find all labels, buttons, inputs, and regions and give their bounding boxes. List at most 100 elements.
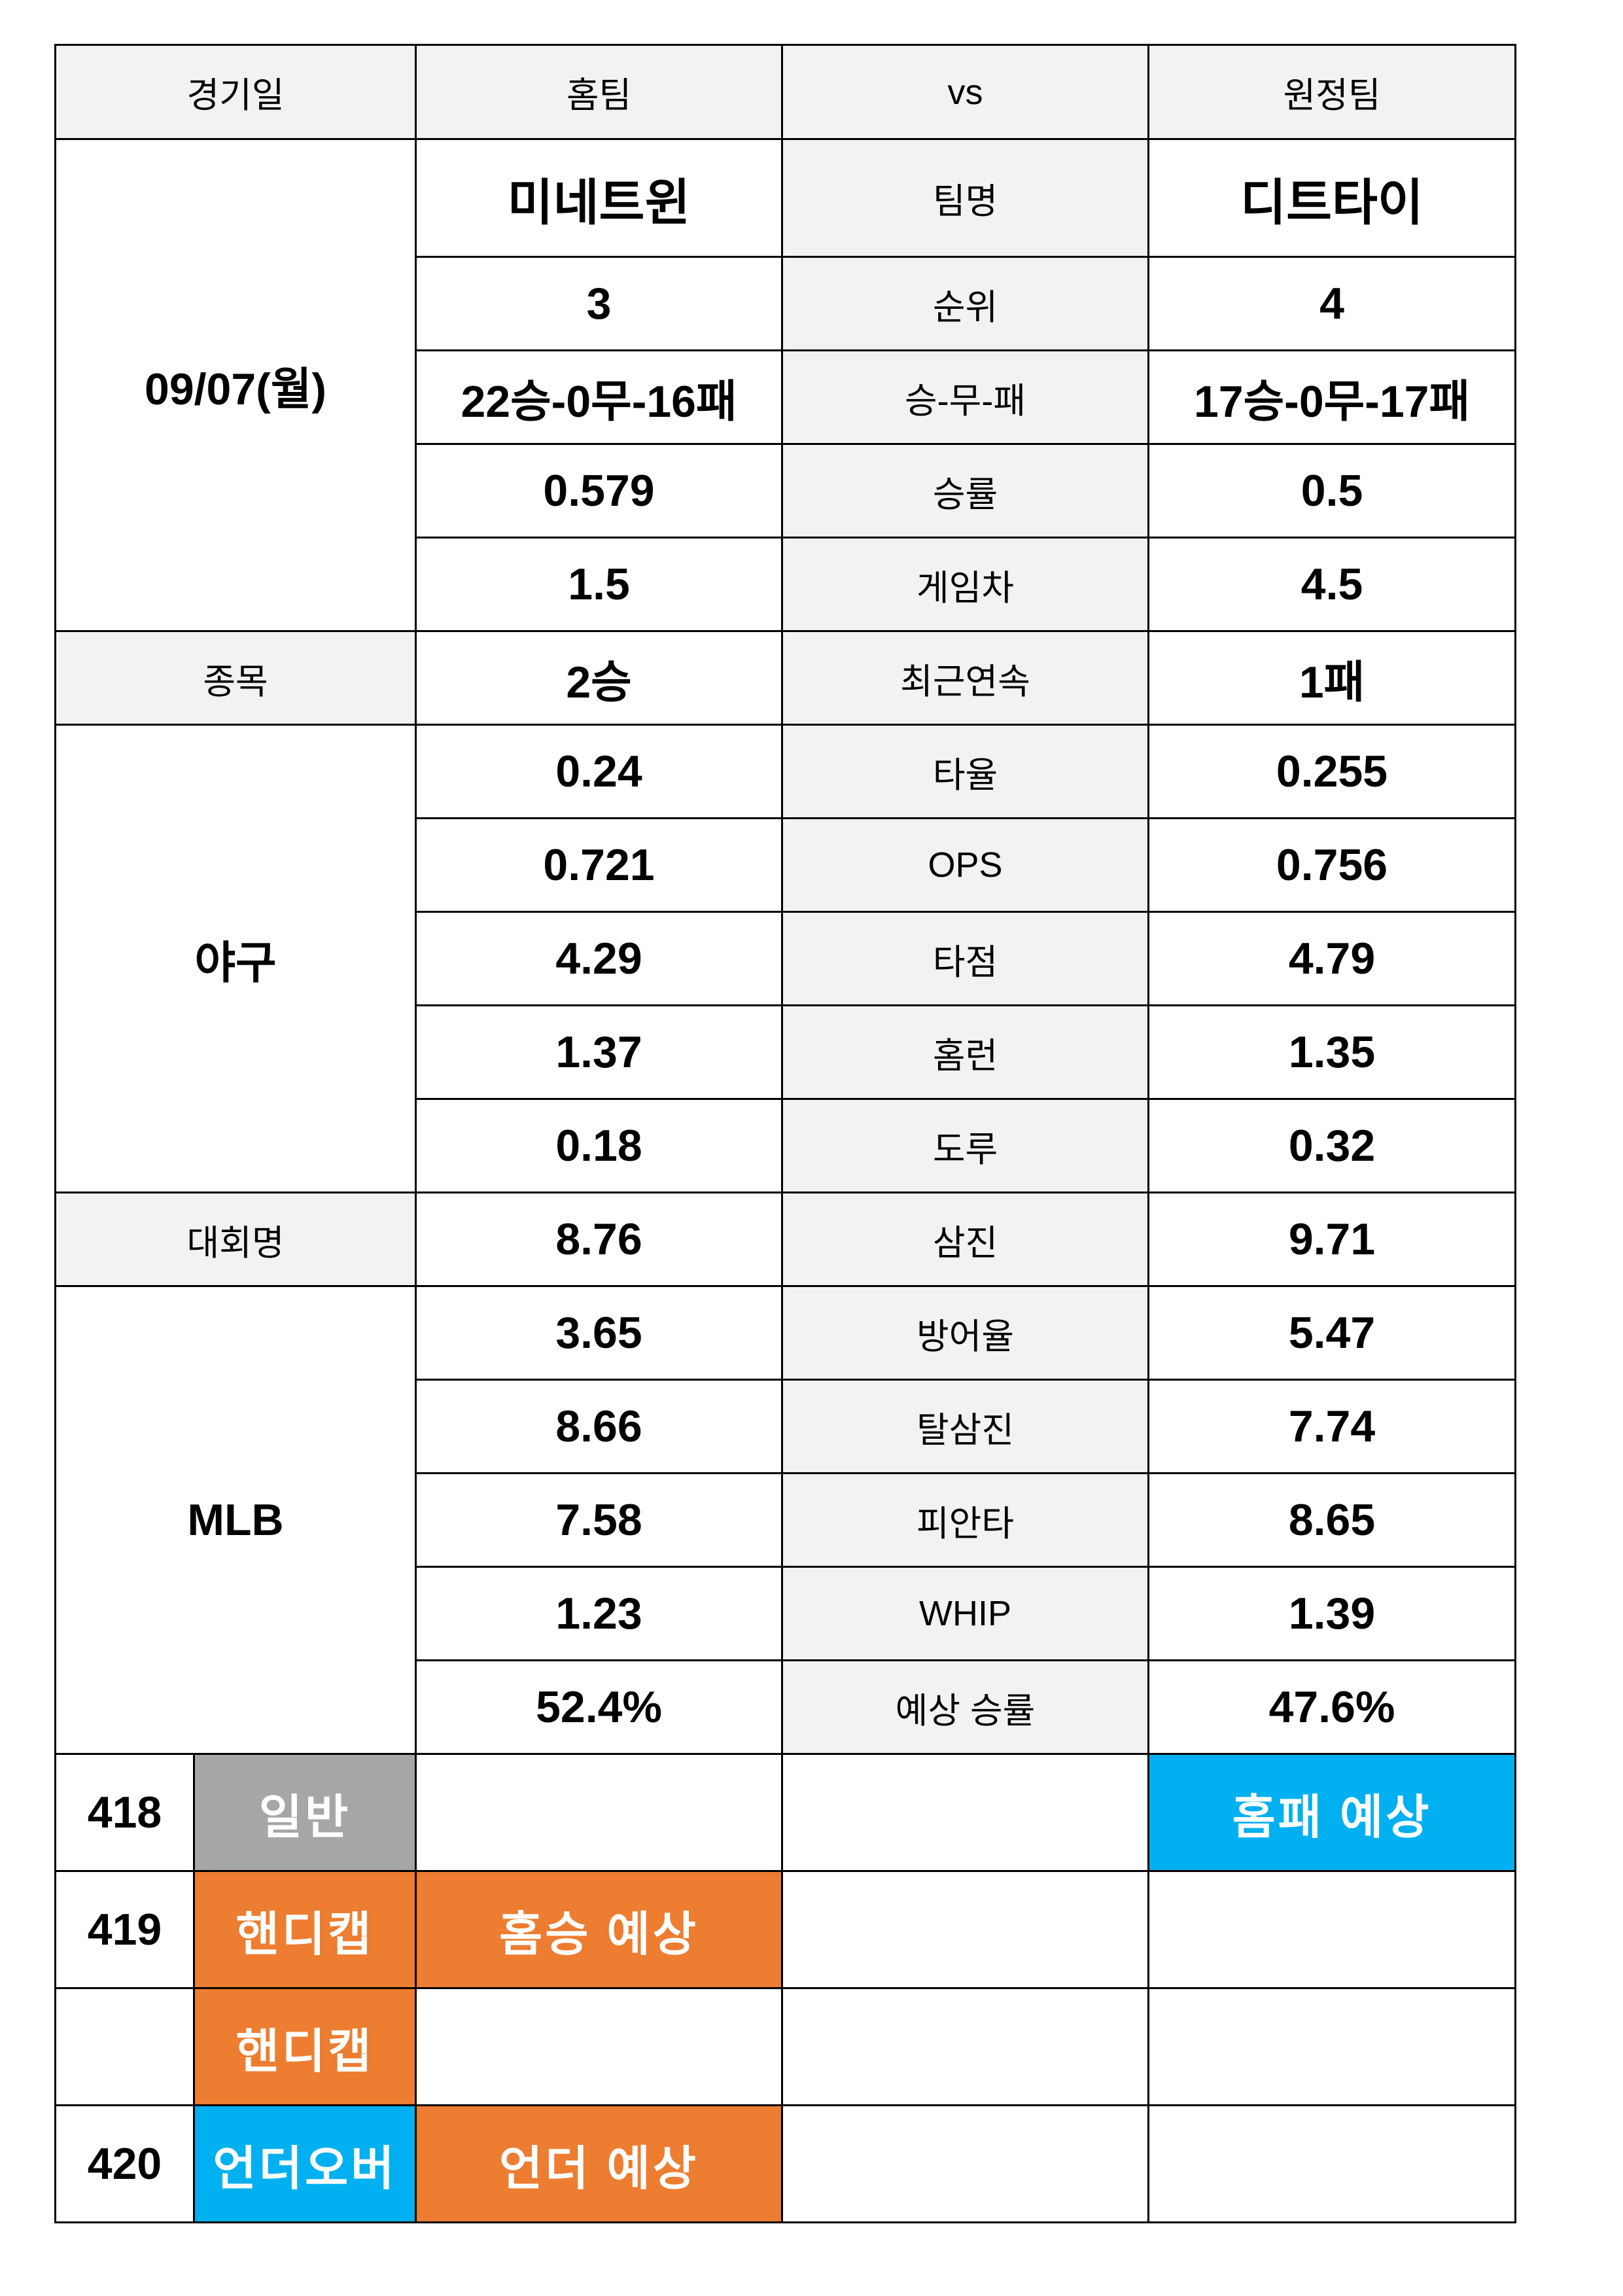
document: 경기일 홈팀 vs 원정팀 09/07(월) 미네트윈 팀명 디트타이 3 순위 4 22승-0무-1… <box>54 44 1517 2223</box>
table-row: 419 핸디캡 홈승 예상 <box>54 1870 1517 1989</box>
home-pick <box>415 1987 784 2106</box>
table-row: 0.721 OPS 0.756 <box>56 817 1517 913</box>
away-value: 4.5 <box>1147 537 1517 632</box>
label-cell: 종목 <box>54 630 417 726</box>
away-value: 1.39 <box>1147 1566 1517 1661</box>
stat-label: 방어율 <box>781 1285 1150 1381</box>
header-cell: 원정팀 <box>1147 44 1517 140</box>
bet-type: 핸디캡 <box>192 1987 417 2106</box>
away-value: 5.47 <box>1147 1285 1517 1381</box>
home-value: 미네트윈 <box>415 138 784 258</box>
table-row: 420 언더오버 언더 예상 <box>54 2104 1517 2223</box>
league-cell: MLB <box>54 1285 417 1755</box>
away-pick: 홈패 예상 <box>1147 1753 1517 1872</box>
stat-label: 타점 <box>781 911 1150 1006</box>
match-table: 경기일 홈팀 vs 원정팀 09/07(월) 미네트윈 팀명 디트타이 3 순위 4 22승-0무-1… <box>54 44 1517 2223</box>
home-value: 0.24 <box>415 724 784 819</box>
away-value: 1.35 <box>1147 1004 1517 1100</box>
table-row: 7.58 피안타 8.65 <box>56 1472 1517 1568</box>
away-value: 9.71 <box>1147 1192 1517 1287</box>
home-value: 8.66 <box>415 1379 784 1474</box>
home-value: 4.29 <box>415 911 784 1006</box>
home-value: 3.65 <box>415 1285 784 1381</box>
home-value: 8.76 <box>415 1192 784 1287</box>
bet-type: 일반 <box>192 1753 417 1872</box>
stat-label: WHIP <box>781 1566 1150 1661</box>
table-row: 핸디캡 <box>54 1987 1517 2106</box>
home-value: 7.58 <box>415 1472 784 1568</box>
table-row: 22승-0무-16패 승-무-패 17승-0무-17패 <box>56 349 1517 445</box>
home-pick: 언더 예상 <box>415 2104 784 2223</box>
home-value: 22승-0무-16패 <box>415 349 784 445</box>
away-value: 0.32 <box>1147 1098 1517 1193</box>
header-cell: 홈팀 <box>415 44 784 140</box>
home-value: 0.18 <box>415 1098 784 1193</box>
home-pick: 홈승 예상 <box>415 1870 784 1989</box>
stat-label: 타율 <box>781 724 1150 819</box>
stat-label: 승-무-패 <box>781 349 1150 445</box>
draw-pick <box>781 2104 1150 2223</box>
away-value: 8.65 <box>1147 1472 1517 1568</box>
stat-label: 홈런 <box>781 1004 1150 1100</box>
home-value: 1.5 <box>415 537 784 632</box>
table-row: 8.66 탈삼진 7.74 <box>56 1379 1517 1474</box>
away-pick <box>1147 1870 1517 1989</box>
table-row: 종목 2승 최근연속 1패 <box>54 630 1517 726</box>
header-cell: vs <box>781 44 1150 140</box>
table-row: MLB 3.65 방어율 5.47 <box>54 1285 1517 1755</box>
table-row: 경기일 홈팀 vs 원정팀 <box>54 44 1517 140</box>
table-row: 대회명 8.76 삼진 9.71 <box>54 1192 1517 1287</box>
table-row: 1.23 WHIP 1.39 <box>56 1566 1517 1661</box>
game-number <box>54 1987 195 2106</box>
table-row: 418 일반 홈패 예상 <box>54 1753 1517 1872</box>
home-value: 0.579 <box>415 443 784 539</box>
home-pick <box>415 1753 784 1872</box>
table-row: 09/07(월) 미네트윈 팀명 디트타이 <box>54 138 1517 632</box>
stat-label: 승률 <box>781 443 1150 539</box>
stat-label: 도루 <box>781 1098 1150 1193</box>
bet-type: 언더오버 <box>192 2104 417 2223</box>
table-row: 야구 0.24 타율 0.255 <box>54 724 1517 1193</box>
table-row: 1.37 홈런 1.35 <box>56 1004 1517 1100</box>
away-value: 0.756 <box>1147 817 1517 913</box>
stat-label: 삼진 <box>781 1192 1150 1287</box>
stat-label: 탈삼진 <box>781 1379 1150 1474</box>
stat-label: 예상 승률 <box>781 1659 1150 1755</box>
home-value: 1.23 <box>415 1566 784 1661</box>
table-row: 3 순위 4 <box>56 256 1517 351</box>
draw-pick <box>781 1753 1150 1872</box>
label-cell: 대회명 <box>54 1192 417 1287</box>
sport-cell: 야구 <box>54 724 417 1193</box>
away-value: 디트타이 <box>1147 138 1517 258</box>
away-value: 4.79 <box>1147 911 1517 1006</box>
stat-label: 순위 <box>781 256 1150 351</box>
home-value: 0.721 <box>415 817 784 913</box>
home-value: 3 <box>415 256 784 351</box>
header-cell: 경기일 <box>54 44 417 140</box>
table-row: 0.18 도루 0.32 <box>56 1098 1517 1193</box>
table-row: 52.4% 예상 승률 47.6% <box>56 1659 1517 1755</box>
stat-label: 게임차 <box>781 537 1150 632</box>
game-number: 418 <box>54 1753 195 1872</box>
stat-label: OPS <box>781 817 1150 913</box>
stat-label: 팀명 <box>781 138 1150 258</box>
away-value: 1패 <box>1147 630 1517 726</box>
table-row: 4.29 타점 4.79 <box>56 911 1517 1006</box>
game-number: 419 <box>54 1870 195 1989</box>
draw-pick <box>781 1870 1150 1989</box>
bet-type: 핸디캡 <box>192 1870 417 1989</box>
home-value: 1.37 <box>415 1004 784 1100</box>
away-value: 0.5 <box>1147 443 1517 539</box>
stat-label: 최근연속 <box>781 630 1150 726</box>
away-value: 0.255 <box>1147 724 1517 819</box>
home-value: 2승 <box>415 630 784 726</box>
table-row: 0.579 승률 0.5 <box>56 443 1517 539</box>
date-cell: 09/07(월) <box>54 138 417 632</box>
away-value: 4 <box>1147 256 1517 351</box>
away-value: 7.74 <box>1147 1379 1517 1474</box>
away-value: 47.6% <box>1147 1659 1517 1755</box>
game-number: 420 <box>54 2104 195 2223</box>
away-pick <box>1147 1987 1517 2106</box>
away-pick <box>1147 2104 1517 2223</box>
